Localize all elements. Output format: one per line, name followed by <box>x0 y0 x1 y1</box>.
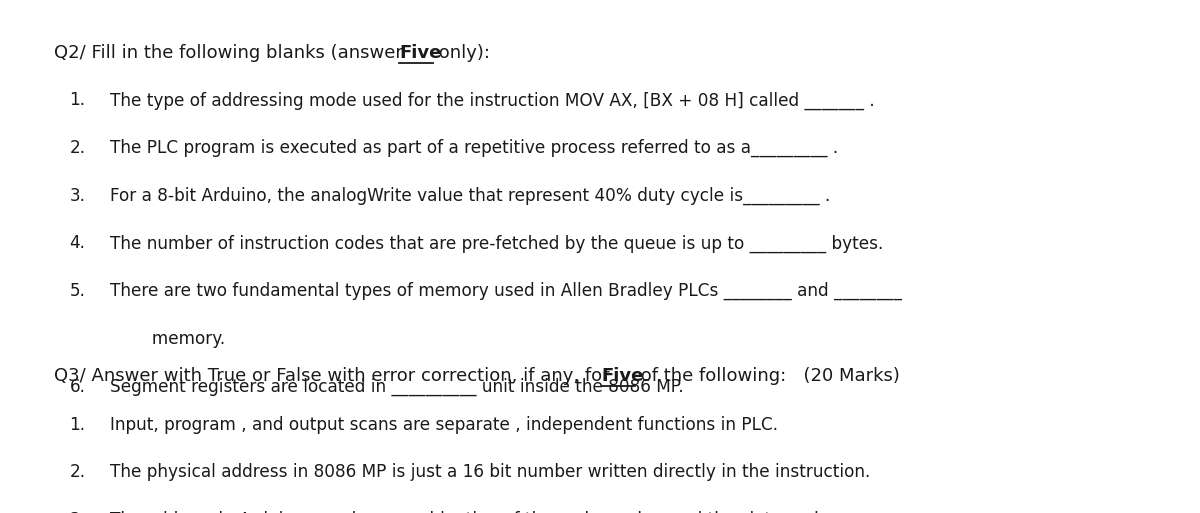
Text: The PLC program is executed as part of a repetitive process referred to as a____: The PLC program is executed as part of a… <box>110 139 839 157</box>
Text: 1.: 1. <box>70 91 85 109</box>
Text: 2.: 2. <box>70 463 85 481</box>
Text: The type of addressing mode used for the instruction MOV AX, [BX + 08 H] called : The type of addressing mode used for the… <box>110 91 875 110</box>
Text: For a 8-bit Arduino, the analogWrite value that represent 40% duty cycle is_____: For a 8-bit Arduino, the analogWrite val… <box>110 187 830 205</box>
Text: 3.: 3. <box>70 511 85 513</box>
Text: Five: Five <box>601 367 644 385</box>
Text: Q3/ Answer with True or False with error correction, if any, for: Q3/ Answer with True or False with error… <box>54 367 616 385</box>
Text: 1.: 1. <box>70 416 85 433</box>
Text: 2.: 2. <box>70 139 85 157</box>
Text: memory.: memory. <box>125 330 226 348</box>
Text: of the following:   (20 Marks): of the following: (20 Marks) <box>635 367 900 385</box>
Text: There are two fundamental types of memory used in Allen Bradley PLCs ________ an: There are two fundamental types of memor… <box>110 282 902 301</box>
Text: only):: only): <box>433 44 490 62</box>
Text: Input, program , and output scans are separate , independent functions in PLC.: Input, program , and output scans are se… <box>110 416 779 433</box>
Text: Q2/ Fill in the following blanks (answer: Q2/ Fill in the following blanks (answer <box>54 44 409 62</box>
Text: 4.: 4. <box>70 234 85 252</box>
Text: 5.: 5. <box>70 282 85 300</box>
Text: Five: Five <box>400 44 442 62</box>
Text: 3.: 3. <box>70 187 85 205</box>
Text: The address in Arduino may be a combination of the rack number and the slot numb: The address in Arduino may be a combinat… <box>110 511 846 513</box>
Text: 6.: 6. <box>70 378 85 396</box>
Text: The number of instruction codes that are pre-fetched by the queue is up to _____: The number of instruction codes that are… <box>110 234 883 253</box>
Text: Segment registers are located in __________ unit inside the 8086 MP.: Segment registers are located in _______… <box>110 378 684 396</box>
Text: The physical address in 8086 MP is just a 16 bit number written directly in the : The physical address in 8086 MP is just … <box>110 463 871 481</box>
